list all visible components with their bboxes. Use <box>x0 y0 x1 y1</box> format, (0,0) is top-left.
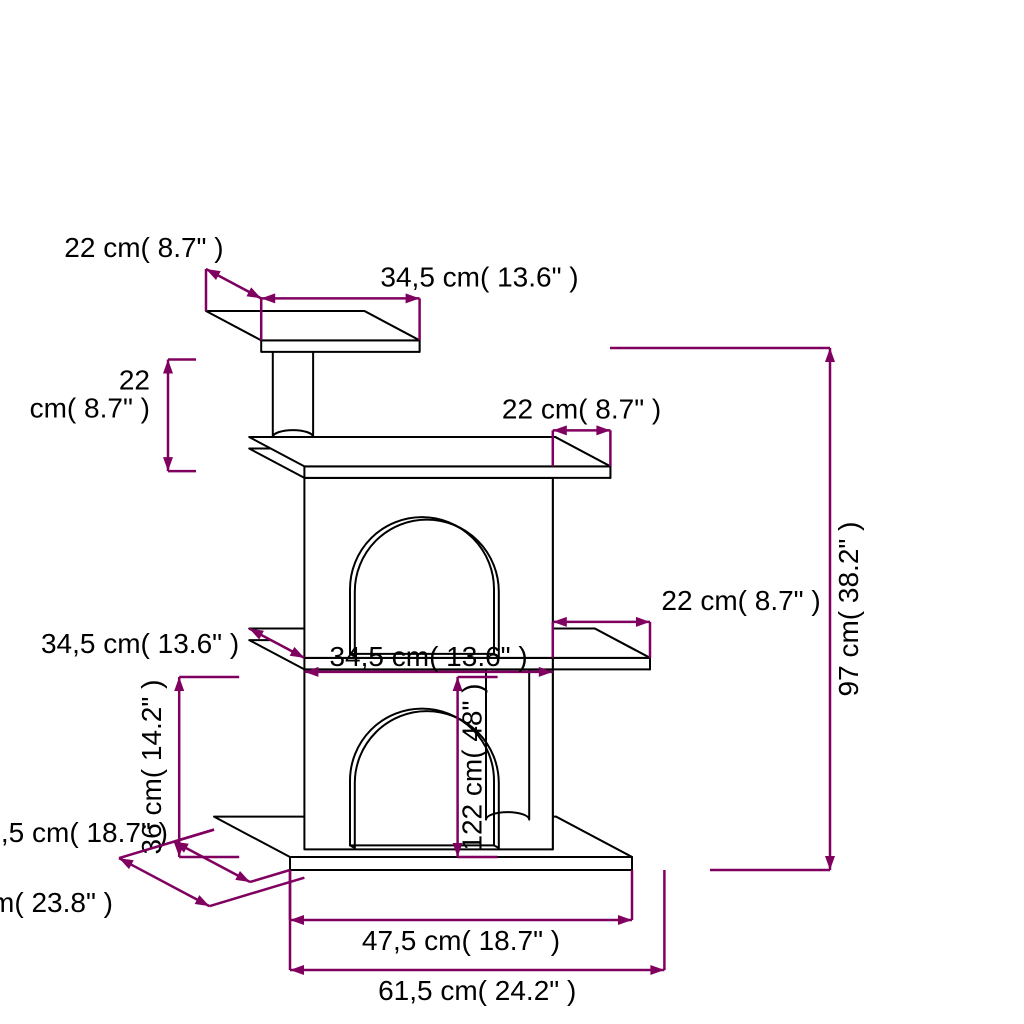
svg-text:22 cm( 8.7" ): 22 cm( 8.7" ) <box>502 393 661 424</box>
svg-text:cm( 8.7" ): cm( 8.7" ) <box>30 392 150 423</box>
svg-text:22 cm( 8.7" ): 22 cm( 8.7" ) <box>661 585 820 616</box>
svg-text:22 cm( 8.7" ): 22 cm( 8.7" ) <box>64 232 223 263</box>
svg-text:47,5 cm( 18.7" ): 47,5 cm( 18.7" ) <box>0 817 168 848</box>
svg-text:34,5 cm( 13.6" ): 34,5 cm( 13.6" ) <box>41 628 239 659</box>
svg-text:60,5 cm( 23.8" ): 60,5 cm( 23.8" ) <box>0 887 113 918</box>
svg-text:34,5 cm( 13.6" ): 34,5 cm( 13.6" ) <box>329 641 527 672</box>
svg-text:61,5 cm( 24.2" ): 61,5 cm( 24.2" ) <box>378 975 576 1006</box>
svg-text:22: 22 <box>119 364 150 395</box>
svg-text:47,5 cm( 18.7" ): 47,5 cm( 18.7" ) <box>362 925 560 956</box>
svg-text:97 cm( 38.2" ): 97 cm( 38.2" ) <box>833 522 864 697</box>
svg-text:122 cm( 48" ): 122 cm( 48" ) <box>457 683 488 850</box>
svg-text:34,5 cm( 13.6" ): 34,5 cm( 13.6" ) <box>380 261 578 292</box>
